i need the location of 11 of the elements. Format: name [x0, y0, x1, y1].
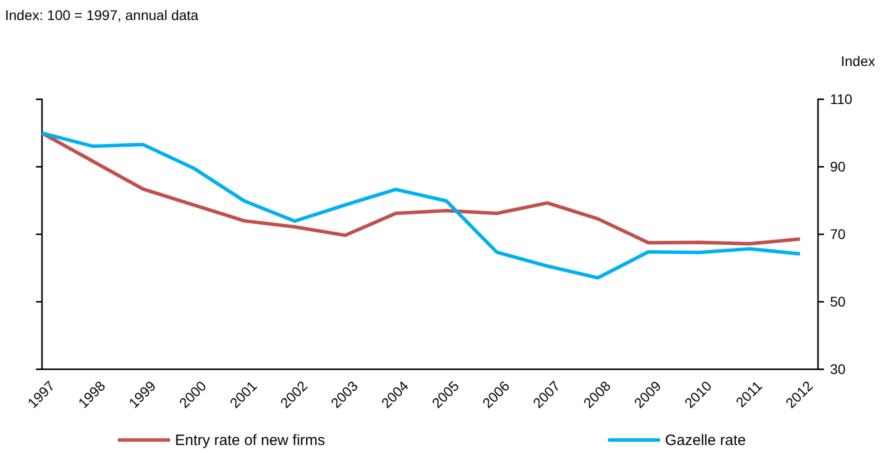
line-series	[40, 131, 802, 280]
legend-label: Entry rate of new firms	[175, 432, 326, 449]
y-axis-title: Index	[840, 53, 876, 69]
y-tick-label: 50	[830, 293, 846, 310]
y-tick-label: 110	[830, 90, 853, 107]
line-series	[40, 131, 802, 246]
y-tick-label: 90	[830, 158, 846, 174]
y-tick-label: 70	[830, 226, 846, 242]
y-tick-label: 30	[830, 360, 846, 377]
chart-title: Index: 100 = 1997, annual data	[5, 7, 199, 23]
legend-label: Gazelle rate	[665, 432, 746, 449]
